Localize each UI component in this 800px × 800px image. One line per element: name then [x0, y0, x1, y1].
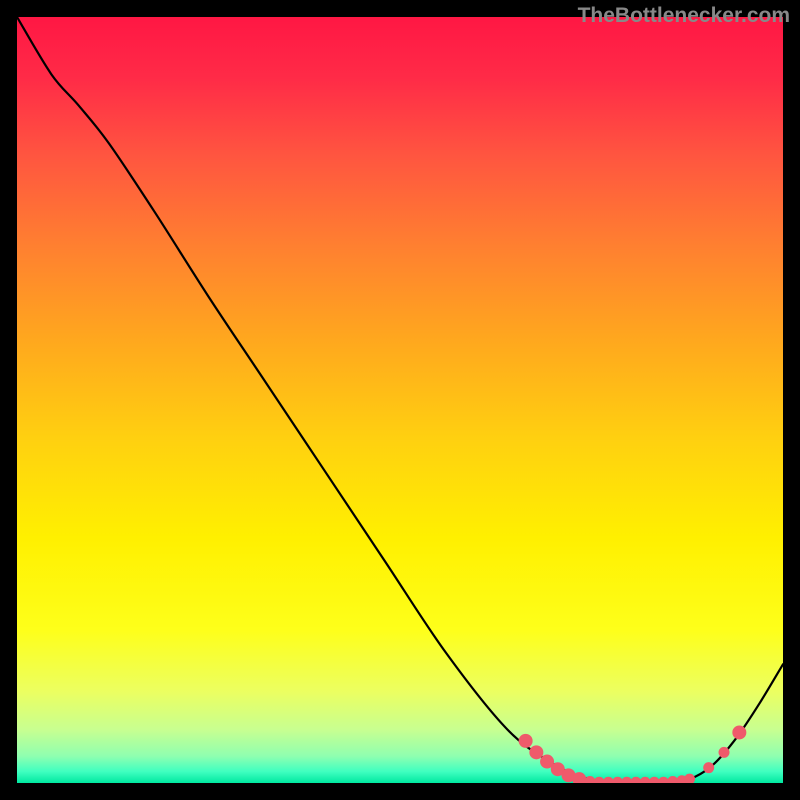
marker-point — [685, 774, 695, 783]
marker-point — [668, 776, 678, 783]
marker-point — [733, 726, 746, 739]
marker-point — [613, 777, 623, 783]
marker-point — [704, 763, 714, 773]
marker-point — [659, 777, 669, 783]
gradient-background — [17, 17, 783, 783]
marker-point — [622, 777, 632, 783]
marker-point — [640, 777, 650, 783]
marker-point — [719, 747, 729, 757]
marker-point — [594, 777, 604, 783]
marker-point — [573, 773, 586, 783]
marker-point — [603, 777, 613, 783]
marker-point — [649, 777, 659, 783]
chart-container: TheBottlenecker.com — [0, 0, 800, 800]
marker-point — [519, 734, 532, 747]
chart-svg — [17, 17, 783, 783]
watermark-text: TheBottlenecker.com — [578, 4, 790, 28]
marker-point — [631, 777, 641, 783]
plot-area — [17, 17, 783, 783]
marker-point — [530, 746, 543, 759]
marker-point — [585, 776, 595, 783]
